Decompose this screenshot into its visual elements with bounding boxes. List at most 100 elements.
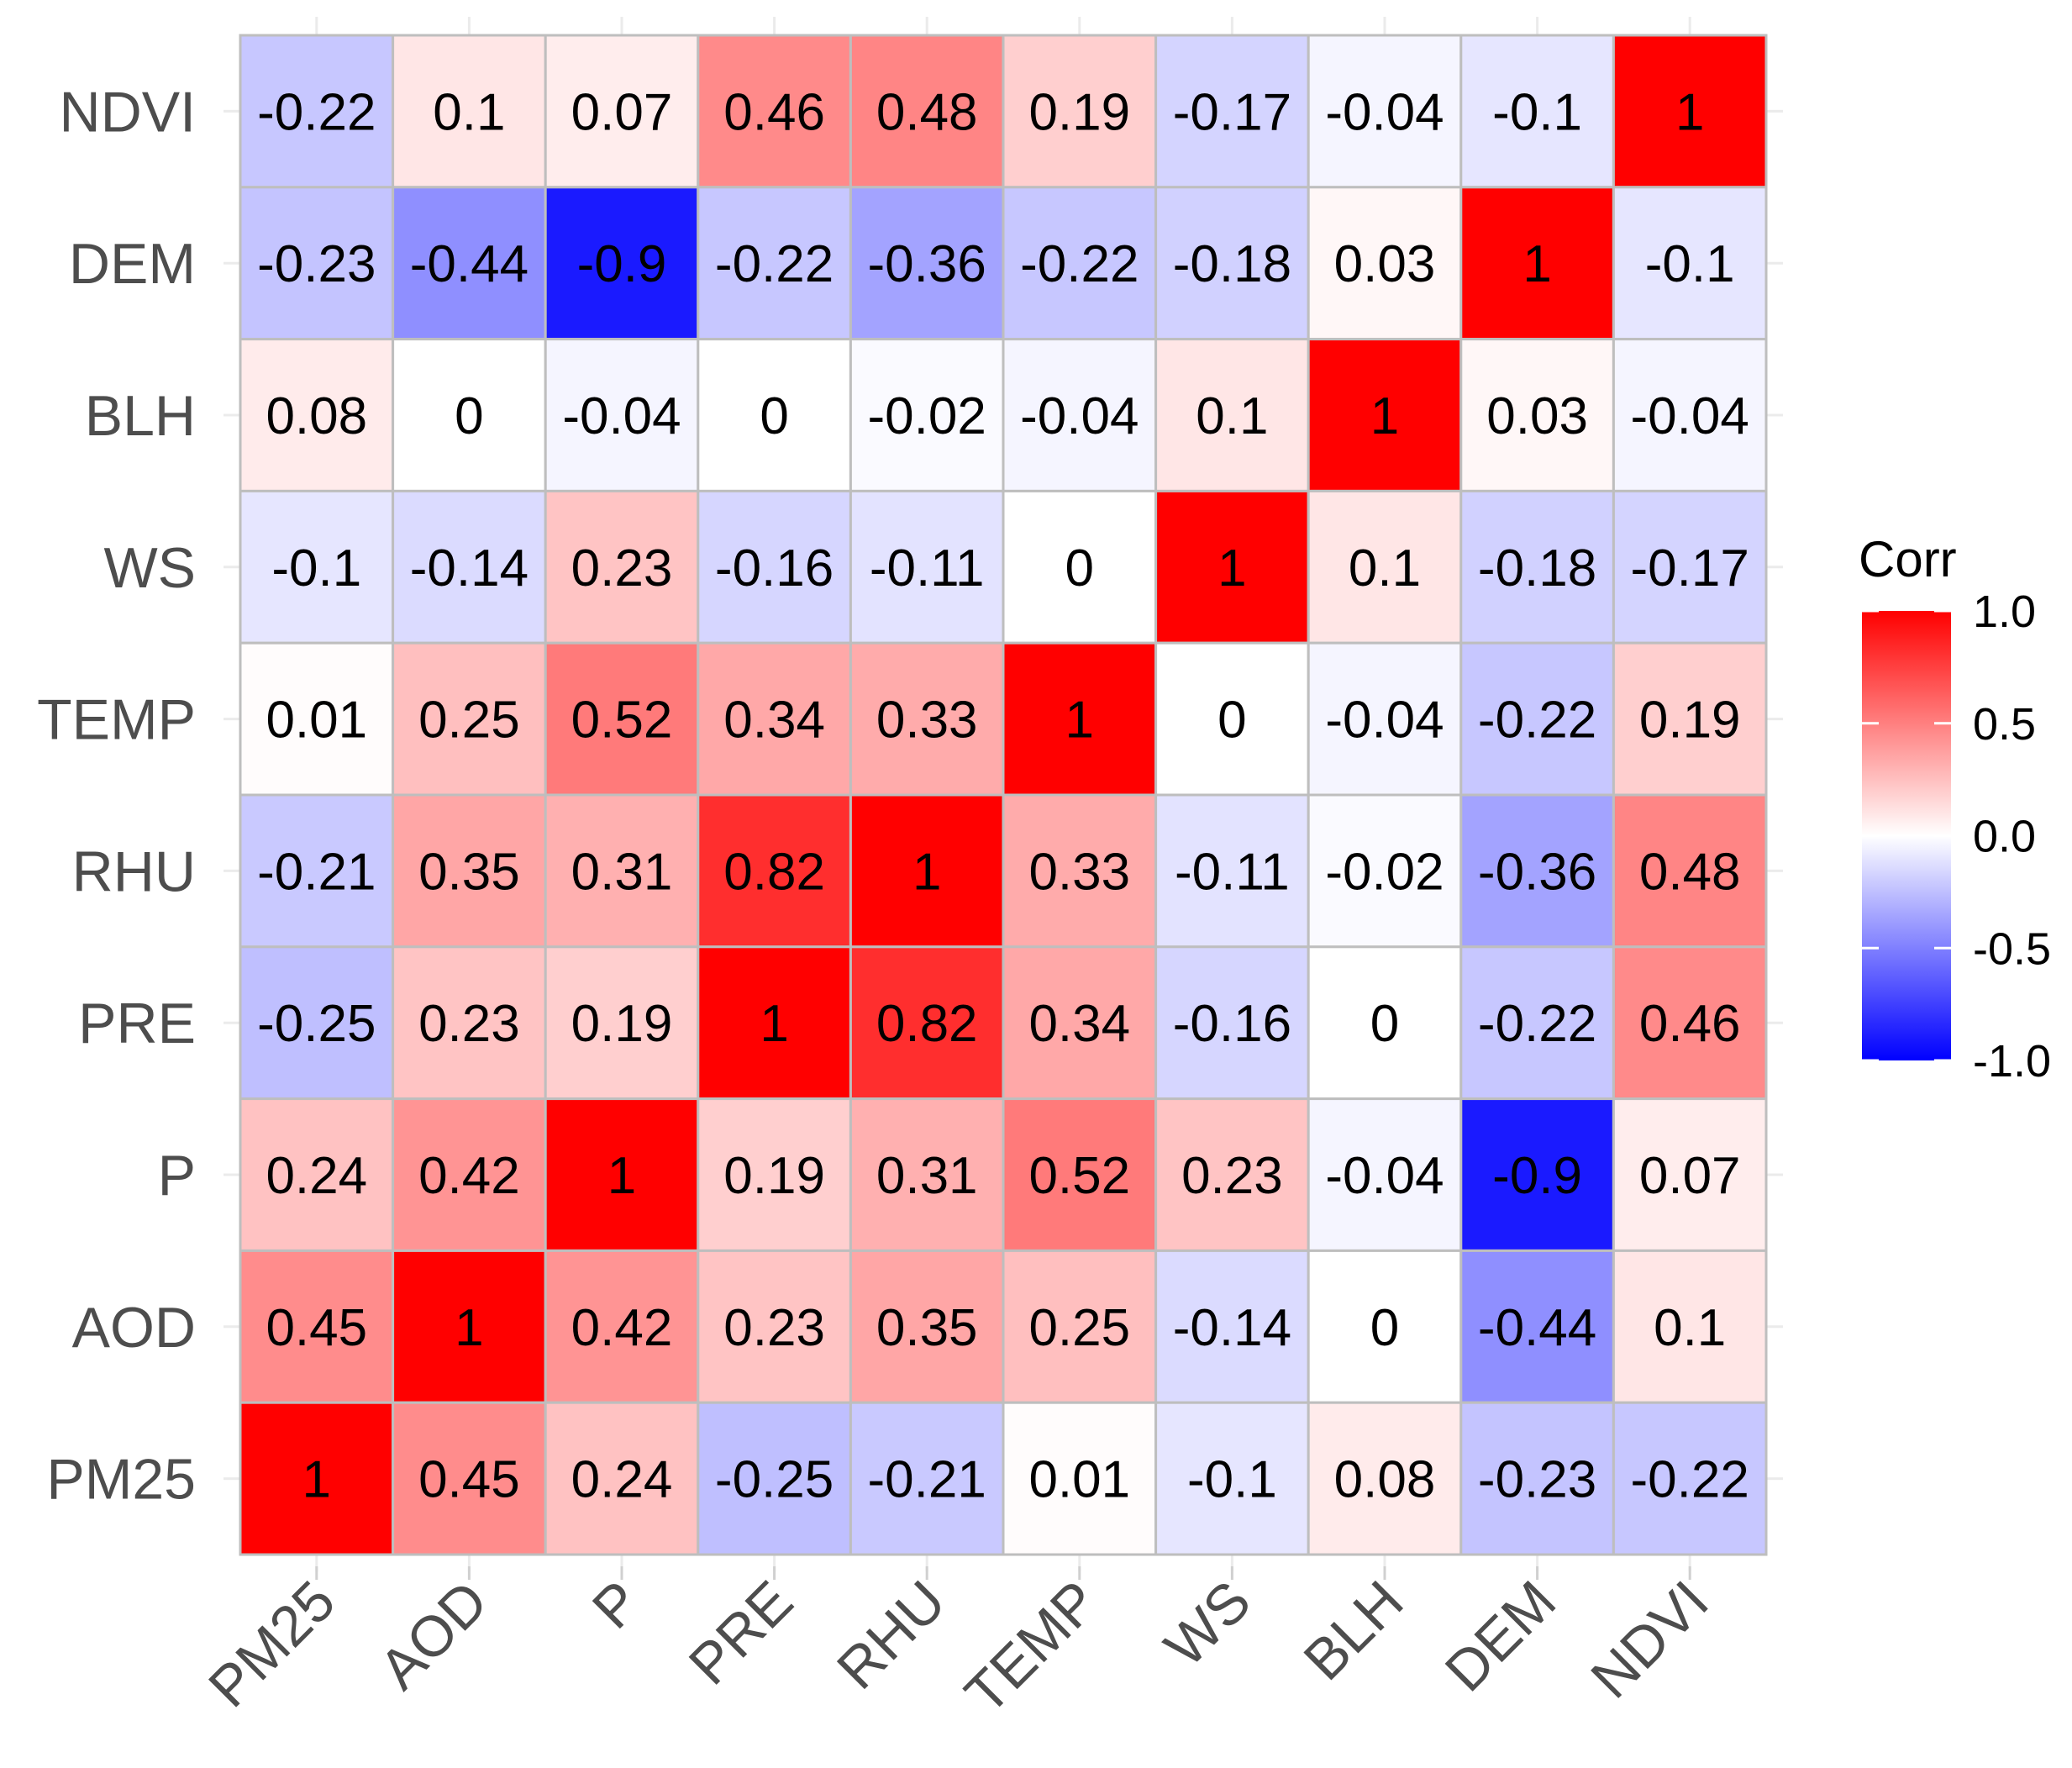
cell-value-label: -0.16 (1173, 995, 1291, 1053)
heatmap-cell (239, 1249, 395, 1404)
cell-value-label: 0.07 (571, 83, 673, 141)
cell-value-label: 0.45 (266, 1299, 367, 1357)
heatmap-cell (392, 186, 547, 341)
legend-tick-label: -1.0 (1973, 1036, 2051, 1087)
cell-value-label: 0.34 (723, 692, 825, 750)
y-tick-label: PM25 (46, 1448, 196, 1512)
heatmap-cell (1612, 338, 1768, 492)
heatmap-cell (544, 186, 700, 341)
heatmap-cell (1002, 1097, 1158, 1252)
cell-value-label: 0.46 (723, 83, 825, 141)
cell-value-label: -0.9 (1492, 1147, 1582, 1205)
cell-value-label: 0.01 (266, 692, 367, 750)
cell-value-label: 0.19 (1639, 692, 1741, 750)
heatmap-cell (1154, 1401, 1310, 1556)
cell-value-label: -0.18 (1478, 539, 1596, 597)
heatmap-cell (1154, 1249, 1310, 1404)
x-tick-label: TEMP (953, 1569, 1110, 1726)
cell-value-label: 1 (302, 1451, 331, 1509)
cell-value-label: -0.1 (1187, 1451, 1277, 1509)
heatmap-cell (697, 1097, 852, 1252)
heatmap-cell (544, 489, 700, 645)
y-tick-label: BLH (85, 384, 196, 448)
heatmap-cell (1307, 1401, 1463, 1556)
heatmap-cell (392, 34, 547, 189)
heatmap-cell (1459, 338, 1615, 492)
cell-value-label: -0.21 (257, 843, 376, 901)
cell-value-label: -0.25 (715, 1451, 834, 1509)
heatmap-cell (544, 1401, 700, 1556)
cell-value-label: 1 (1675, 83, 1704, 141)
cell-value-label: -0.04 (1325, 692, 1444, 750)
heatmap-cell (1307, 186, 1463, 341)
cell-value-label: 1 (607, 1147, 636, 1205)
cell-value-label: -0.04 (1325, 83, 1444, 141)
cell-value-label: 0.03 (1486, 387, 1588, 445)
heatmap-cell (544, 793, 700, 949)
y-tick-label: NDVI (60, 80, 196, 144)
y-tick-label: PRE (78, 992, 196, 1055)
cell-value-label: 0.24 (571, 1451, 673, 1509)
cell-value-label: 0.33 (876, 692, 978, 750)
cell-value-label: 1 (455, 1299, 483, 1357)
cell-value-label: -0.14 (410, 539, 529, 597)
x-tick-label: BLH (1291, 1569, 1415, 1692)
heatmap-cell (1307, 945, 1463, 1101)
heatmap-cell (239, 945, 395, 1101)
heatmap-cell (1002, 186, 1158, 341)
heatmap-cell (239, 793, 395, 949)
cell-value-label: 0.31 (876, 1147, 978, 1205)
heatmap-cell (849, 1097, 1005, 1252)
heatmap-cell (544, 945, 700, 1101)
heatmap-cell (1002, 793, 1158, 949)
heatmap-cell (239, 186, 395, 341)
cell-value-label: 0.19 (1028, 83, 1130, 141)
heatmap-cell (1459, 489, 1615, 645)
heatmap-cell (849, 945, 1005, 1101)
heatmap-cell (1459, 793, 1615, 949)
cell-value-label: -0.23 (1478, 1451, 1596, 1509)
heatmap-cell (849, 338, 1005, 492)
y-tick-label: TEMP (37, 688, 196, 752)
cell-value-label: 0.1 (1654, 1299, 1726, 1357)
cell-value-label: 0.19 (723, 1147, 825, 1205)
cell-value-label: -0.22 (1478, 692, 1596, 750)
legend-tick-label: 0.5 (1973, 699, 2036, 750)
cell-value-label: 0.82 (876, 995, 978, 1053)
y-tick-label: RHU (72, 839, 196, 903)
cell-value-label: -0.02 (1325, 843, 1444, 901)
y-tick-label: DEM (69, 232, 196, 296)
cell-value-label: -0.36 (1478, 843, 1596, 901)
cell-value-label: -0.22 (1631, 1451, 1749, 1509)
cell-value-label: -0.1 (1492, 83, 1582, 141)
x-tick-label: PRE (677, 1569, 806, 1697)
cell-value-label: -0.22 (1020, 235, 1139, 293)
heatmap-cell (1002, 945, 1158, 1101)
cell-value-label: -0.1 (1645, 235, 1735, 293)
heatmap-cell (1459, 1401, 1615, 1556)
legend-tick-label: -0.5 (1973, 923, 2051, 974)
cell-value-label: 0.1 (1196, 387, 1268, 445)
cell-value-label: 0.31 (571, 843, 673, 901)
cell-value-label: 1 (1217, 539, 1246, 597)
cell-value-label: 0.1 (1349, 539, 1421, 597)
cell-value-label: 0.08 (266, 387, 367, 445)
cell-value-label: -0.18 (1173, 235, 1291, 293)
heatmap-cell (1154, 945, 1310, 1101)
heatmap-cell (1154, 338, 1310, 492)
heatmap-cell (392, 641, 547, 797)
x-tick-label: DEM (1433, 1569, 1569, 1704)
heatmap-cell (1612, 186, 1768, 341)
cell-value-label: -0.16 (715, 539, 834, 597)
heatmap-cell (697, 641, 852, 797)
cell-value-label: 0.24 (266, 1147, 367, 1205)
cell-value-label: -0.9 (577, 235, 667, 293)
heatmap-cell (1612, 945, 1768, 1101)
cell-value-label: 0.23 (571, 539, 673, 597)
cell-value-label: -0.02 (868, 387, 986, 445)
cell-value-label: -0.44 (1478, 1299, 1596, 1357)
cell-value-label: -0.22 (715, 235, 834, 293)
x-tick-label: WS (1153, 1569, 1263, 1679)
